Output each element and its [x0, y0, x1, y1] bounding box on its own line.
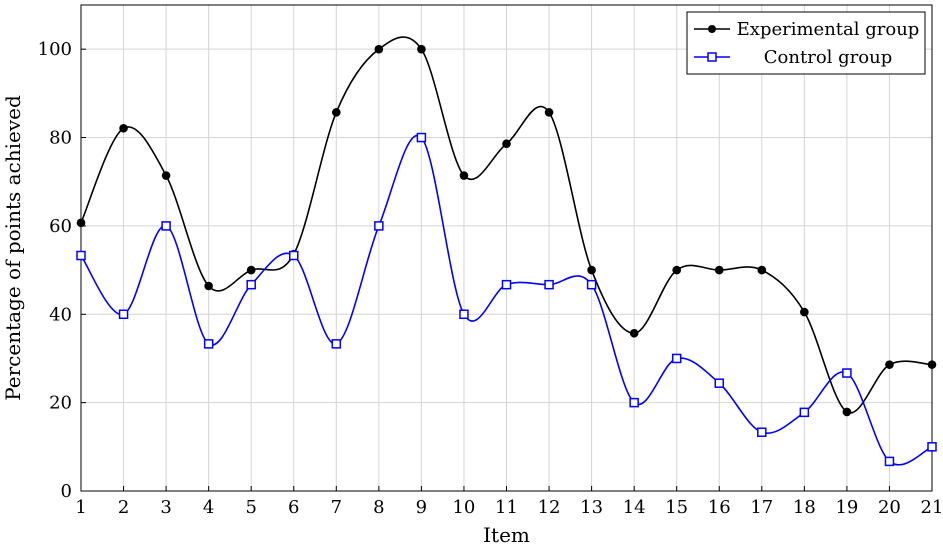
- x-tick-label: 3: [160, 497, 171, 518]
- series-line: [80, 36, 933, 414]
- legend-marker-control: [707, 52, 717, 62]
- data-point: [842, 407, 852, 417]
- x-tick-label: 2: [118, 497, 129, 518]
- data-point: [246, 265, 256, 275]
- x-tick-label: 19: [835, 497, 858, 518]
- data-point: [587, 265, 596, 275]
- x-tick-label: 14: [623, 497, 646, 518]
- y-tick-label: 80: [49, 128, 72, 149]
- x-tick-label: 15: [665, 497, 688, 518]
- data-point: [119, 123, 128, 133]
- data-point: [714, 265, 724, 275]
- x-tick-label: 13: [580, 497, 603, 518]
- data-point: [459, 171, 469, 180]
- legend-box: [686, 11, 926, 75]
- data-point: [544, 279, 554, 290]
- series-1: [76, 132, 937, 467]
- x-axis-title: Item: [483, 523, 530, 547]
- data-point: [118, 309, 129, 320]
- x-tick-label: 6: [288, 497, 299, 518]
- data-point: [332, 108, 341, 117]
- data-point: [161, 171, 171, 180]
- y-tick-label: 100: [38, 39, 72, 60]
- data-point: [544, 108, 554, 117]
- data-point: [161, 221, 171, 231]
- grid: [80, 5, 933, 492]
- y-tick-label: 60: [49, 216, 72, 237]
- data-point: [800, 307, 809, 317]
- x-tick-label: 21: [921, 497, 943, 518]
- x-tick-label: 4: [203, 497, 214, 518]
- data-point: [714, 378, 724, 388]
- data-point: [842, 368, 852, 378]
- data-point: [246, 279, 256, 290]
- x-tick-label: 1: [75, 497, 86, 518]
- data-point: [629, 397, 639, 408]
- y-tick-label: 20: [49, 393, 72, 414]
- x-tick-label: 12: [538, 497, 561, 518]
- legend-entry-experimental: Experimental group: [694, 19, 919, 40]
- x-tick-label: 5: [245, 497, 256, 518]
- x-tick-label: 17: [750, 497, 773, 518]
- data-point: [757, 265, 767, 275]
- data-point: [884, 456, 895, 467]
- legend-label-control: Control group: [764, 47, 892, 68]
- legend: Experimental group Control group: [686, 11, 926, 75]
- y-tick-label: 0: [61, 481, 72, 502]
- x-tick-label: 10: [452, 497, 475, 518]
- data-point: [885, 360, 894, 369]
- data-point: [799, 407, 810, 418]
- data-point: [374, 44, 384, 54]
- data-point: [204, 281, 213, 291]
- series-group: [76, 36, 937, 467]
- data-point: [203, 339, 214, 349]
- data-point: [501, 279, 512, 290]
- x-tick-label: 11: [495, 497, 518, 518]
- legend-marker-experimental: [708, 25, 716, 33]
- data-point: [757, 427, 767, 437]
- data-point: [76, 250, 86, 261]
- data-point: [586, 279, 597, 290]
- data-point: [374, 221, 384, 231]
- data-point: [671, 353, 682, 364]
- x-tick-label: 16: [708, 497, 731, 518]
- data-point: [502, 139, 511, 149]
- data-point: [417, 44, 426, 54]
- x-tick-label: 8: [373, 497, 384, 518]
- data-point: [76, 218, 86, 228]
- series-0: [76, 36, 937, 417]
- legend-entry-control: Control group: [694, 47, 892, 68]
- axis-ticks: 1 2 3 4 5 6 7 8 9 10 11 12 13 14 15 16 17 18 19 20 210204060…: [38, 39, 943, 518]
- x-tick-label: 7: [331, 497, 342, 518]
- data-point: [629, 328, 639, 338]
- data-point: [289, 250, 299, 261]
- legend-label-experimental: Experimental group: [737, 19, 920, 40]
- x-tick-label: 18: [793, 497, 816, 518]
- x-tick-label: 20: [878, 497, 901, 518]
- x-tick-label: 9: [416, 497, 427, 518]
- data-point: [927, 442, 937, 452]
- data-point: [672, 265, 681, 275]
- y-axis-title: Percentage of points achieved: [1, 95, 25, 401]
- data-point: [416, 132, 427, 143]
- data-point: [331, 339, 342, 349]
- data-point: [459, 309, 469, 320]
- y-tick-label: 40: [49, 304, 72, 325]
- data-point: [927, 360, 937, 369]
